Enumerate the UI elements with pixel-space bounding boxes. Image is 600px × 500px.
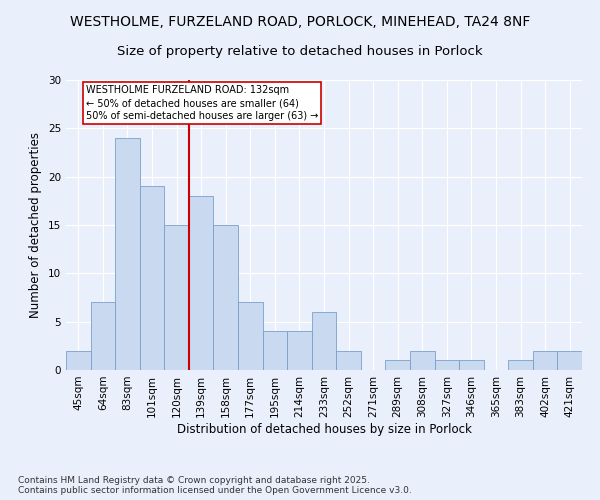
Bar <box>263 332 287 370</box>
Bar <box>287 332 312 370</box>
Text: Contains HM Land Registry data © Crown copyright and database right 2025.
Contai: Contains HM Land Registry data © Crown c… <box>18 476 412 495</box>
Bar <box>115 138 140 370</box>
Bar <box>164 225 189 370</box>
Bar <box>410 350 434 370</box>
Bar <box>385 360 410 370</box>
Bar <box>189 196 214 370</box>
Bar <box>66 350 91 370</box>
Bar <box>336 350 361 370</box>
Text: WESTHOLME FURZELAND ROAD: 132sqm
← 50% of detached houses are smaller (64)
50% o: WESTHOLME FURZELAND ROAD: 132sqm ← 50% o… <box>86 85 318 121</box>
Bar <box>214 225 238 370</box>
Bar <box>91 302 115 370</box>
Bar <box>238 302 263 370</box>
Y-axis label: Number of detached properties: Number of detached properties <box>29 132 43 318</box>
Bar <box>312 312 336 370</box>
Bar <box>533 350 557 370</box>
Bar <box>140 186 164 370</box>
Text: WESTHOLME, FURZELAND ROAD, PORLOCK, MINEHEAD, TA24 8NF: WESTHOLME, FURZELAND ROAD, PORLOCK, MINE… <box>70 15 530 29</box>
Bar <box>459 360 484 370</box>
Bar <box>557 350 582 370</box>
Text: Size of property relative to detached houses in Porlock: Size of property relative to detached ho… <box>117 45 483 58</box>
X-axis label: Distribution of detached houses by size in Porlock: Distribution of detached houses by size … <box>176 422 472 436</box>
Bar <box>434 360 459 370</box>
Bar <box>508 360 533 370</box>
